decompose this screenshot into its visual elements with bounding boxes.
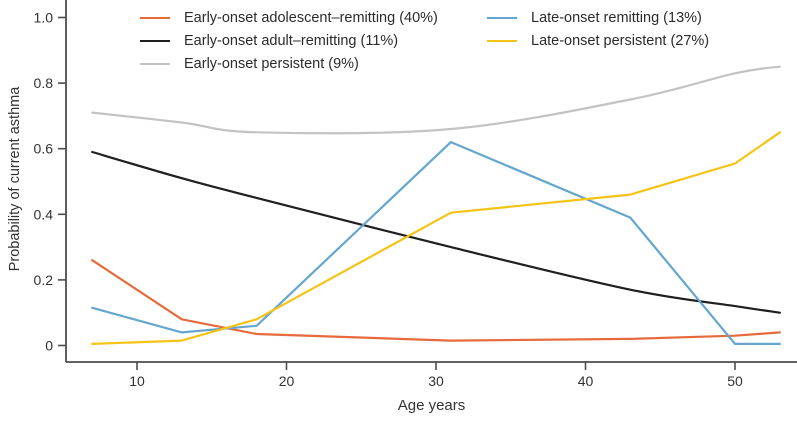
legend-item: Early-onset adolescent–remitting (40%) [140, 9, 438, 27]
y-axis-title: Probability of current asthma [7, 86, 23, 272]
x-tick-label: 30 [428, 373, 444, 389]
legend-item: Late-onset persistent (27%) [487, 32, 709, 50]
x-tick-label: 10 [129, 373, 145, 389]
x-tick-label: 50 [727, 373, 743, 389]
legend-label: Late-onset remitting (13%) [531, 10, 702, 26]
legend-line-swatch [140, 40, 170, 42]
x-tick-label: 40 [578, 373, 594, 389]
series-line [91, 150, 781, 314]
legend-item: Early-onset adult–remitting (11%) [140, 32, 398, 50]
legend-label: Early-onset adult–remitting (11%) [184, 33, 399, 49]
legend-label: Late-onset persistent (27%) [531, 33, 710, 49]
legend-label: Early-onset persistent (9%) [184, 56, 359, 72]
series-line [91, 141, 781, 345]
y-tick-label: 0.6 [34, 141, 54, 157]
x-tick-label: 20 [279, 373, 295, 389]
y-tick-label: 1.0 [34, 10, 54, 26]
legend-item: Early-onset persistent (9%) [140, 55, 359, 73]
legend-line-swatch [487, 40, 517, 42]
legend-line-swatch [140, 17, 170, 19]
x-axis-title: Age years [397, 397, 466, 414]
series-line [91, 131, 781, 345]
series-line [91, 65, 781, 135]
series-line [91, 259, 781, 342]
y-tick-label: 0 [45, 338, 53, 354]
legend-line-swatch [487, 17, 517, 19]
legend-item: Late-onset remitting (13%) [487, 9, 702, 27]
y-tick-label: 0.4 [34, 206, 54, 222]
legend-line-swatch [140, 63, 170, 65]
y-tick-label: 0.8 [34, 75, 54, 91]
y-tick-label: 0.2 [34, 272, 54, 288]
legend-label: Early-onset adolescent–remitting (40%) [184, 10, 438, 26]
